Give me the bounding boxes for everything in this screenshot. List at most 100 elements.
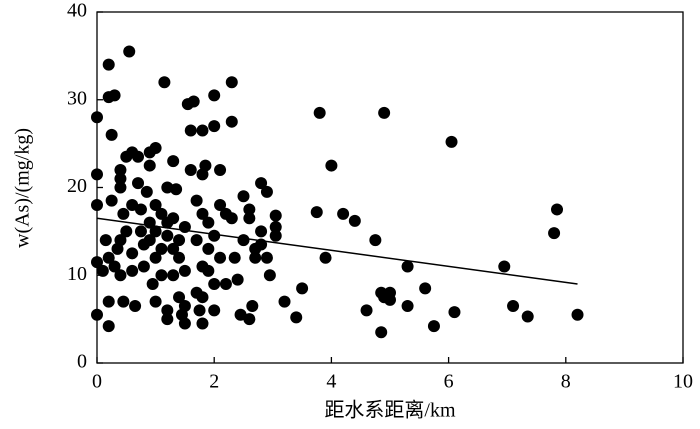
point [225,115,238,128]
point [178,264,191,277]
point [237,234,250,247]
point [140,185,153,198]
y-axis-label: w(As)/(mg/kg) [12,128,34,248]
point [448,306,461,319]
point [167,155,180,168]
point [246,299,259,312]
point [105,194,118,207]
point [401,299,414,312]
point [278,295,291,308]
point [187,95,200,108]
point [208,120,221,133]
point [143,234,156,247]
x-tick-label: 10 [673,371,693,393]
point [255,177,268,190]
point [155,269,168,282]
point [348,214,361,227]
point [161,313,174,326]
point [548,227,561,240]
y-tick-label: 0 [77,351,87,373]
point [114,269,127,282]
point [137,260,150,273]
point [91,168,103,181]
y-tick-label: 30 [67,87,87,109]
point [202,264,215,277]
point [167,269,180,282]
point [167,242,180,255]
x-tick-label: 4 [326,371,336,393]
point [521,310,534,323]
point [102,251,115,264]
y-tick-label: 40 [67,0,87,22]
point [196,317,209,330]
point [260,251,273,264]
point [158,76,171,89]
point [313,106,326,119]
point [149,225,162,238]
point [551,203,564,216]
point [193,304,206,317]
point [146,278,159,291]
point [190,194,203,207]
point [114,163,127,176]
point [126,247,139,260]
point [149,142,162,155]
point [237,190,250,203]
point [117,207,130,220]
point [173,251,186,264]
x-tick-label: 2 [209,371,219,393]
point [178,317,191,330]
point [91,111,103,124]
point [155,207,168,220]
x-axis-label: 距水系距离/km [324,399,456,422]
point [249,251,262,264]
point [571,308,584,321]
point [99,234,112,247]
point [507,299,520,312]
point [269,229,282,242]
point [102,320,115,333]
point [269,209,282,222]
point [290,311,303,324]
point [117,295,130,308]
point [114,172,127,185]
y-tick-label: 10 [67,263,87,285]
point [269,220,282,233]
point [243,212,256,225]
point [202,216,215,229]
point [190,234,203,247]
point [225,212,238,225]
point [427,320,440,333]
point [161,304,174,317]
point [123,45,136,58]
point [91,308,103,321]
point [401,260,414,273]
point [219,278,232,291]
point [255,225,268,238]
point [96,264,109,277]
point [132,150,145,163]
point [199,159,212,172]
point [114,234,127,247]
point [208,229,221,242]
point [263,269,276,282]
point [196,124,209,137]
point [208,304,221,317]
point [170,183,183,196]
point [310,206,323,219]
point [243,203,256,216]
point [108,260,121,273]
point [129,299,142,312]
point [155,242,168,255]
point [184,124,197,137]
point [260,185,273,198]
point [243,313,256,326]
point [143,159,156,172]
point [231,273,244,286]
point [173,234,186,247]
point [102,295,115,308]
point [173,291,186,304]
point [214,251,227,264]
point [319,251,332,264]
y-tick-label: 20 [67,175,87,197]
